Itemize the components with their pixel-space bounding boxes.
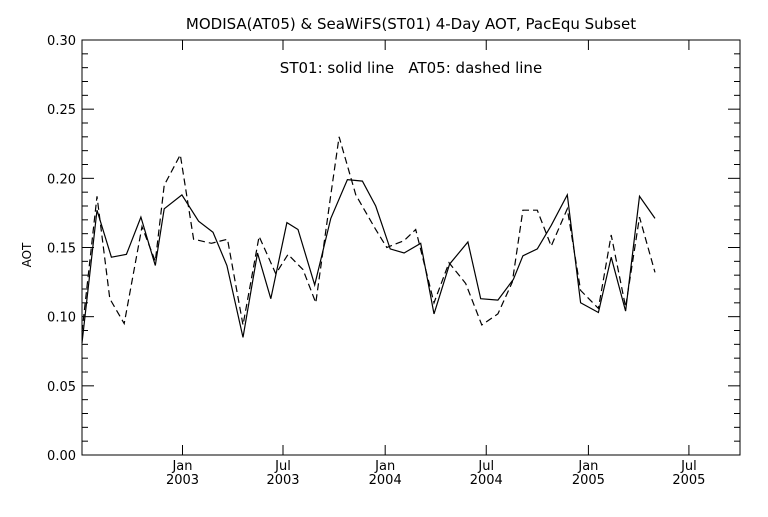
x-tick-month: Jul <box>680 459 697 474</box>
chart-title: MODISA(AT05) & SeaWiFS(ST01) 4-Day AOT, … <box>186 15 636 33</box>
series-layer <box>81 136 656 343</box>
y-axis-label: AOT <box>20 242 34 267</box>
x-tick-year: 2004 <box>470 473 503 488</box>
y-tick-label: 0.10 <box>47 311 76 326</box>
y-tick-label: 0.00 <box>47 449 76 464</box>
x-tick-month: Jan <box>171 459 192 474</box>
x-tick-year: 2005 <box>672 473 705 488</box>
plot-frame <box>81 39 741 456</box>
y-tick-label: 0.15 <box>47 242 76 257</box>
x-tick-month: Jan <box>577 459 598 474</box>
x-tick-year: 2004 <box>369 473 402 488</box>
x-tick-year: 2005 <box>572 473 605 488</box>
chart-annotation: ST01: solid line AT05: dashed line <box>280 59 542 77</box>
y-tick-label: 0.20 <box>47 172 76 187</box>
x-tick-month: Jan <box>374 459 395 474</box>
x-axis: Jan2003Jul2003Jan2004Jul2004Jan2005Jul20… <box>166 40 705 488</box>
y-tick-label: 0.05 <box>47 380 76 395</box>
series-line-at05 <box>81 136 656 332</box>
x-tick-year: 2003 <box>166 473 199 488</box>
x-tick-month: Jul <box>274 459 291 474</box>
x-tick-month: Jul <box>477 459 494 474</box>
x-tick-year: 2003 <box>266 473 299 488</box>
y-tick-label: 0.25 <box>47 103 76 118</box>
series-line-st01 <box>81 179 656 343</box>
y-tick-label: 0.30 <box>47 34 76 49</box>
y-axis: 0.00 0.05 0.10 0.15 0.20 0.25 0.30 <box>47 34 740 464</box>
